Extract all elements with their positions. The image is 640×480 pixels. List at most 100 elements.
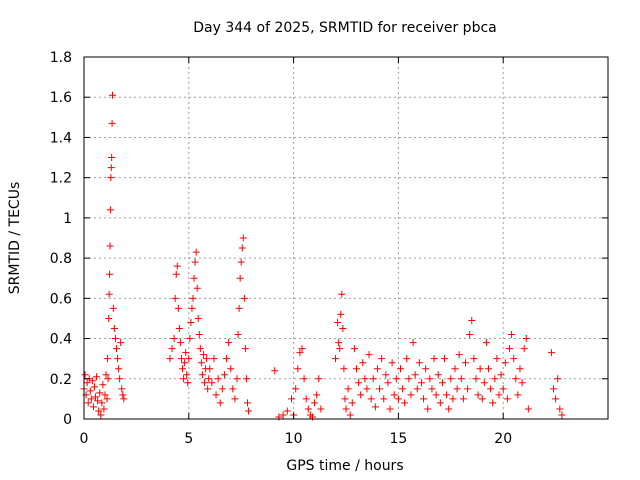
data-point [201,379,209,387]
data-point [348,399,356,407]
data-point [428,385,436,393]
data-point [335,339,343,347]
data-point [104,375,112,383]
data-point [89,403,97,411]
data-point [558,411,566,419]
data-point [191,258,199,266]
plot-frame [83,56,609,420]
data-point [413,385,421,393]
data-point [388,359,396,367]
data-point [426,375,434,383]
data-point [341,395,349,403]
data-point [292,385,300,393]
data-point [216,399,224,407]
data-point [181,359,189,367]
data-point [449,395,457,403]
data-point [455,351,463,359]
data-point [380,395,388,403]
data-point [436,399,444,407]
data-point [98,399,106,407]
y-tick-label: 1.4 [50,130,72,146]
data-point [182,349,190,357]
data-point [350,345,358,353]
data-point [438,379,446,387]
x-axis-label: GPS time / hours [286,458,403,474]
data-point [101,391,109,399]
data-point [183,371,191,379]
y-tick-label: 0 [63,412,72,428]
data-point [119,391,127,399]
data-point [172,270,180,278]
data-point [434,371,442,379]
data-point [415,359,423,367]
data-point [552,395,560,403]
data-point [514,391,522,399]
data-point [451,365,459,373]
data-point [197,359,205,367]
data-point [95,407,103,415]
data-point [294,365,302,373]
axis-ticks [83,56,608,420]
data-point [505,345,513,353]
data-point [105,314,113,322]
data-point [235,304,243,312]
data-point [240,294,248,302]
data-point [361,375,369,383]
data-point [93,373,101,381]
data-point [86,387,94,395]
y-tick-label: 1.2 [50,171,72,187]
data-point [338,290,346,298]
data-point [399,385,407,393]
data-point [203,355,211,363]
data-point [107,174,115,182]
data-point [346,411,354,419]
data-point [96,389,104,397]
data-point [392,375,400,383]
data-point [464,385,472,393]
data-point [334,318,342,326]
data-point [352,365,360,373]
data-point [114,355,122,363]
data-point [283,407,291,415]
data-point [271,367,279,375]
data-point [88,377,96,385]
data-point [218,385,226,393]
data-point [171,294,179,302]
data-point [480,379,488,387]
data-point [204,385,212,393]
x-tick-label: 5 [184,431,193,447]
data-point [103,355,111,363]
data-point [192,248,200,256]
data-point [99,381,107,389]
data-point [279,411,287,419]
data-point [407,391,415,399]
data-point [336,345,344,353]
data-point [94,397,102,405]
data-point [384,379,392,387]
data-point [524,405,532,413]
data-point [225,339,233,347]
data-point [487,385,495,393]
data-points [80,91,566,421]
y-tick-label: 0.4 [50,332,72,348]
data-point [311,399,319,407]
data-point [367,395,375,403]
data-point [242,375,250,383]
data-point [115,365,123,373]
data-point [474,391,482,399]
data-point [184,379,192,387]
data-point [97,411,105,419]
data-point [430,355,438,363]
data-point [550,385,558,393]
data-point [102,371,110,379]
data-point [547,349,555,357]
data-point [501,359,509,367]
data-point [194,314,202,322]
data-point [110,325,118,332]
data-point [180,375,188,383]
data-point [103,395,111,403]
data-point [196,345,204,353]
data-point [173,262,181,270]
data-point [339,325,347,332]
